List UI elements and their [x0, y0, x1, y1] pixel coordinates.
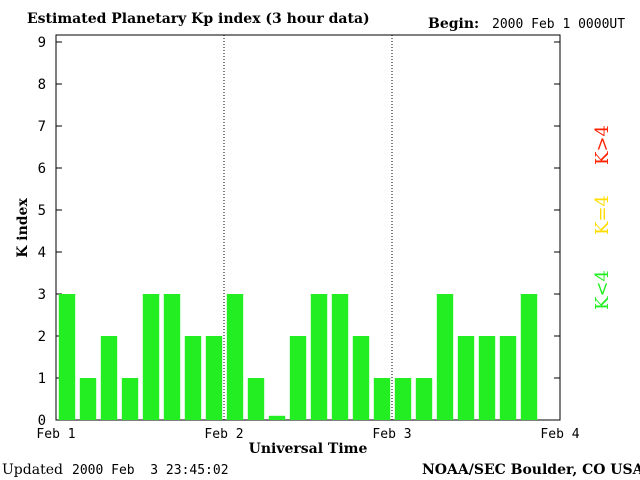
- day-separators: [223, 35, 393, 420]
- bar-20: [478, 336, 496, 420]
- x-tick-label-0: Feb 1: [36, 427, 75, 442]
- bar-6: [184, 336, 202, 420]
- bar-8: [226, 294, 244, 420]
- bars-group: [58, 294, 538, 420]
- x-axis-label: Universal Time: [249, 441, 368, 457]
- bar-3: [121, 378, 139, 420]
- x-tick-label-1: Feb 2: [204, 427, 243, 442]
- y-tick-label-3: 3: [38, 287, 46, 303]
- y-axis: 0 1 2 3 4 5 6 7 8 9: [38, 35, 560, 429]
- y-tick-label-6: 6: [38, 161, 46, 177]
- x-tick-label-2: Feb 3: [372, 427, 411, 442]
- bar-17: [415, 378, 433, 420]
- legend-item-1: K=4: [592, 195, 613, 235]
- y-tick-label-8: 8: [38, 77, 46, 93]
- bar-0: [58, 294, 76, 420]
- bar-19: [457, 336, 475, 420]
- bar-1: [79, 378, 97, 420]
- plot-frame: [55, 34, 561, 421]
- bar-13: [331, 294, 349, 420]
- bar-7: [205, 336, 223, 420]
- bar-9: [247, 378, 265, 420]
- updated-label: Updated: [2, 462, 63, 478]
- bar-11: [289, 336, 307, 420]
- legend: K>4 K=4 K<4: [592, 125, 613, 310]
- bar-16: [394, 378, 412, 420]
- legend-item-0: K>4: [592, 125, 613, 165]
- y-tick-label-2: 2: [38, 329, 46, 345]
- bar-21: [499, 336, 517, 420]
- bar-4: [142, 294, 160, 420]
- y-tick-label-0: 0: [38, 413, 46, 429]
- chart-title: Estimated Planetary Kp index (3 hour dat…: [27, 11, 370, 27]
- bar-15: [373, 378, 391, 420]
- bar-14: [352, 336, 370, 420]
- begin-label: Begin:: [428, 16, 479, 32]
- x-axis: Feb 1 Feb 2 Feb 3 Feb 4: [36, 427, 579, 442]
- y-tick-label-1: 1: [38, 371, 46, 387]
- x-tick-label-3: Feb 4: [540, 427, 579, 442]
- y-tick-label-5: 5: [38, 203, 46, 219]
- begin-value: 2000 Feb 1 0000UT: [492, 17, 625, 32]
- bar-22: [520, 294, 538, 420]
- updated-value: 2000 Feb 3 23:45:02: [72, 463, 229, 478]
- bar-2: [100, 336, 118, 420]
- y-axis-label: K index: [15, 198, 31, 258]
- y-tick-label-4: 4: [38, 245, 46, 261]
- bar-10: [268, 415, 286, 420]
- credit-text: NOAA/SEC Boulder, CO USA: [422, 462, 640, 478]
- bar-12: [310, 294, 328, 420]
- y-tick-label-7: 7: [38, 119, 46, 135]
- y-tick-label-9: 9: [38, 35, 46, 51]
- bar-18: [436, 294, 454, 420]
- bar-5: [163, 294, 181, 420]
- legend-item-2: K<4: [592, 270, 613, 310]
